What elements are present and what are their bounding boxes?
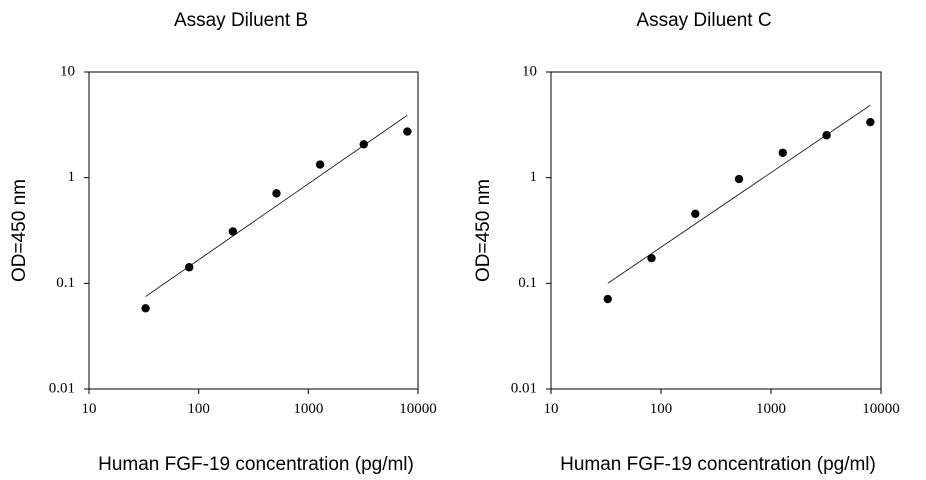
x-tick-label: 10 bbox=[544, 401, 559, 417]
data-point bbox=[228, 227, 238, 236]
y-tick-label: 10 bbox=[60, 63, 75, 79]
data-point bbox=[272, 189, 281, 198]
x-tick-label: 1000 bbox=[293, 401, 323, 417]
x-tick-label: 100 bbox=[650, 401, 673, 417]
x-tick-label: 10 bbox=[82, 401, 97, 417]
data-point bbox=[141, 304, 150, 313]
y-axis-label: OD=450 nm bbox=[9, 179, 30, 282]
data-point bbox=[734, 174, 744, 184]
y-tick-label: 0.01 bbox=[511, 380, 537, 396]
y-tick-label: 1 bbox=[68, 169, 76, 185]
plot-frame bbox=[550, 71, 882, 390]
plot-frame bbox=[88, 71, 419, 390]
y-tick-label: 1 bbox=[530, 169, 538, 185]
fit-line bbox=[607, 104, 871, 284]
fit-line bbox=[145, 114, 408, 297]
data-point bbox=[647, 253, 656, 263]
x-axis-label: Human FGF-19 concentration (pg/ml) bbox=[560, 454, 876, 475]
x-axis-label: Human FGF-19 concentration (pg/ml) bbox=[98, 454, 414, 475]
data-point bbox=[691, 209, 700, 219]
x-tick-label: 10000 bbox=[862, 401, 900, 417]
data-point bbox=[603, 294, 612, 304]
x-tick-label: 10000 bbox=[399, 401, 437, 417]
data-point bbox=[315, 160, 325, 169]
y-axis-label: OD=450 nm bbox=[473, 179, 494, 282]
data-point bbox=[403, 127, 412, 136]
y-tick-label: 0.01 bbox=[49, 380, 75, 396]
x-tick-label: 100 bbox=[187, 401, 210, 417]
x-tick-label: 1000 bbox=[756, 401, 786, 417]
data-point bbox=[866, 117, 875, 127]
y-tick-label: 0.1 bbox=[56, 275, 75, 291]
y-tick-label: 10 bbox=[522, 63, 537, 79]
chart-title: Assay Diluent B bbox=[174, 10, 308, 31]
chart-title: Assay Diluent C bbox=[636, 10, 771, 31]
data-point bbox=[778, 148, 787, 157]
data-point bbox=[359, 140, 368, 149]
y-tick-label: 0.1 bbox=[518, 275, 537, 291]
